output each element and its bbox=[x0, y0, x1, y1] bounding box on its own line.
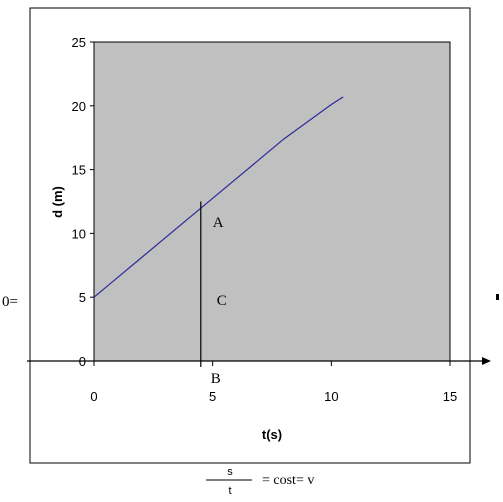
annotation-B: B bbox=[211, 371, 221, 387]
y-tick-label: 20 bbox=[72, 99, 86, 114]
right-edge-mark bbox=[496, 294, 499, 300]
y-axis-label: d (m) bbox=[50, 186, 65, 218]
formula-numerator: s bbox=[227, 466, 233, 478]
y-tick-group: 0 5 10 15 20 25 bbox=[72, 35, 94, 369]
y-tick-label: 10 bbox=[72, 226, 86, 241]
annotation-A: A bbox=[213, 215, 224, 231]
annotation-C: C bbox=[217, 293, 227, 309]
x-tick-group: 0 5 10 15 bbox=[90, 361, 457, 404]
x-axis-arrowhead bbox=[482, 357, 491, 365]
x-tick-label: 10 bbox=[324, 389, 338, 404]
x-tick-label: 5 bbox=[209, 389, 216, 404]
y-tick-label: 15 bbox=[72, 163, 86, 178]
y-tick-label: 5 bbox=[79, 290, 86, 305]
formula-text: = cost= v bbox=[262, 473, 314, 488]
formula: s t = cost= v bbox=[206, 466, 314, 497]
x-tick-label: 0 bbox=[90, 389, 97, 404]
side-label: 0= bbox=[2, 294, 18, 310]
series-line bbox=[93, 96, 344, 298]
formula-denominator: t bbox=[228, 485, 231, 497]
plot-area bbox=[93, 41, 451, 362]
y-tick-label: 25 bbox=[72, 35, 86, 50]
x-tick-label: 15 bbox=[443, 389, 457, 404]
x-axis-label: t(s) bbox=[262, 427, 282, 442]
y-tick-label: 0 bbox=[79, 354, 86, 369]
